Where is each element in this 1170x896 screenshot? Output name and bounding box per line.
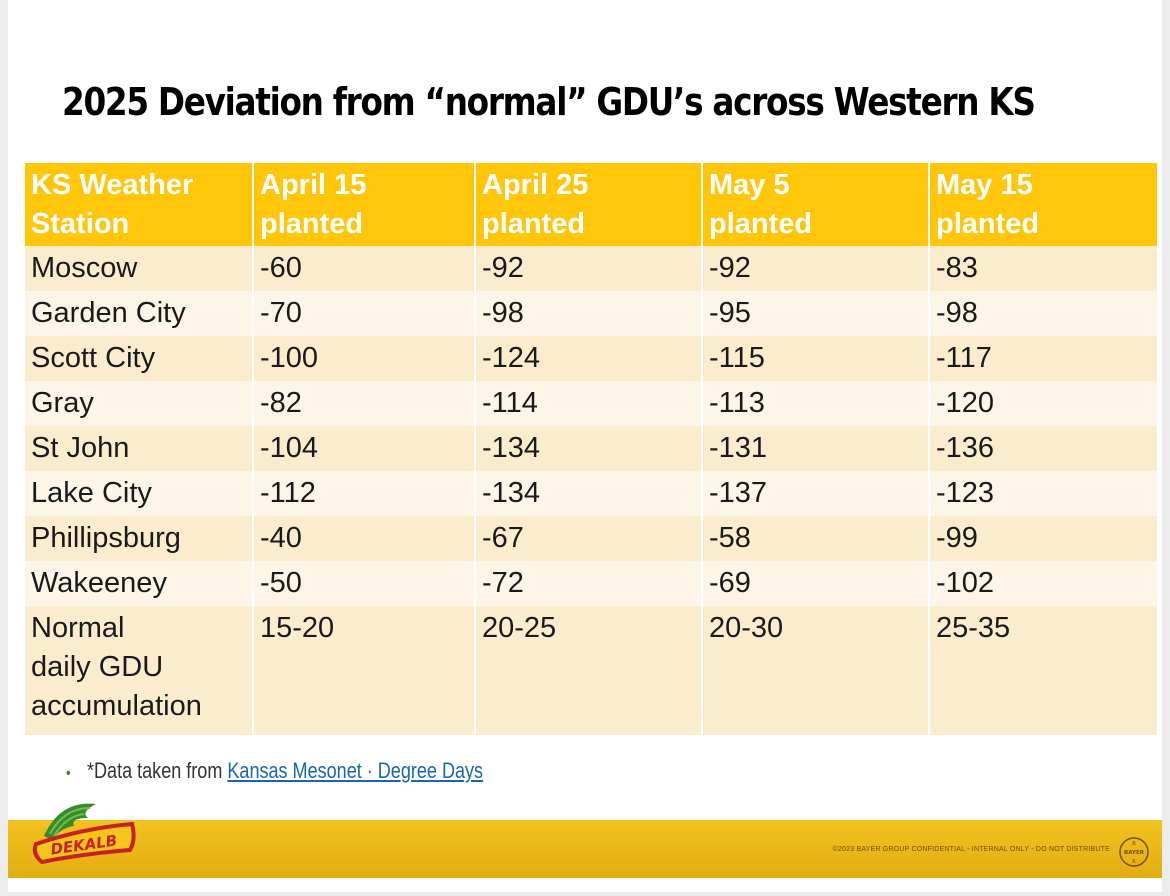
table-cell: -98 — [476, 291, 701, 336]
table-header-row: KS Weather Station April 15 planted April … — [25, 163, 1157, 246]
table-cell: -131 — [703, 426, 928, 471]
header-may-15: May 15 planted — [930, 163, 1157, 246]
header-may-5: May 5 planted — [703, 163, 928, 246]
confidential-notice: ©2023 BAYER GROUP CONFIDENTIAL - INTERNA… — [832, 846, 1110, 853]
bayer-logo-bottom: R — [1132, 859, 1136, 865]
source-note: • *Data taken from Kansas Mesonet · Degre… — [66, 758, 483, 784]
table-cell: -113 — [703, 381, 928, 426]
table-cell: -67 — [476, 516, 701, 561]
station-name: Gray — [25, 381, 252, 426]
table-cell: 20-30 — [703, 606, 928, 735]
table-row: Gray -82 -114 -113 -120 — [25, 381, 1157, 426]
table-cell: -40 — [254, 516, 474, 561]
table-cell: -98 — [930, 291, 1157, 336]
table-cell: 20-25 — [476, 606, 701, 735]
dekalb-logo: DEKALB — [30, 796, 142, 873]
table-cell: -82 — [254, 381, 474, 426]
table-cell: -102 — [930, 561, 1157, 606]
table-cell: -137 — [703, 471, 928, 516]
source-note-text: *Data taken from — [86, 758, 228, 783]
station-name: Lake City — [25, 471, 252, 516]
station-name: Moscow — [25, 246, 252, 291]
table-cell: 15-20 — [254, 606, 474, 735]
table-cell: -60 — [254, 246, 474, 291]
table-cell: -112 — [254, 471, 474, 516]
table-row: St John -104 -134 -131 -136 — [25, 426, 1157, 471]
table-cell: -104 — [254, 426, 474, 471]
table-cell: -92 — [703, 246, 928, 291]
normal-gdu-row: Normal daily GDU accumulation 15-20 20-25 … — [25, 606, 1157, 735]
station-name: Wakeeney — [25, 561, 252, 606]
table-cell: -83 — [930, 246, 1157, 291]
table-cell: -70 — [254, 291, 474, 336]
table-cell: -92 — [476, 246, 701, 291]
table-cell: -100 — [254, 336, 474, 381]
dekalb-winged-ear-logo-icon: DEKALB — [32, 803, 136, 865]
table-cell: -134 — [476, 426, 701, 471]
gdu-deviation-table: KS Weather Station April 15 planted April … — [23, 163, 1159, 735]
table-cell: -114 — [476, 381, 701, 426]
table-cell: 25-35 — [930, 606, 1157, 735]
table-cell: -69 — [703, 561, 928, 606]
table-row: Wakeeney -50 -72 -69 -102 — [25, 561, 1157, 606]
header-station: KS Weather Station — [25, 163, 252, 246]
header-april-15: April 15 planted — [254, 163, 474, 246]
table-cell: -72 — [476, 561, 701, 606]
table-cell: -136 — [930, 426, 1157, 471]
table-cell: -99 — [930, 516, 1157, 561]
table-cell: -115 — [703, 336, 928, 381]
table-row: Lake City -112 -134 -137 -123 — [25, 471, 1157, 516]
bayer-logo-top: B — [1132, 841, 1136, 847]
header-april-25: April 25 planted — [476, 163, 701, 246]
bayer-cross-logo-icon: B BAYER R — [1119, 837, 1149, 867]
slide-title: 2025 Deviation from “normal” GDU’s acros… — [62, 80, 1036, 124]
table-cell: -58 — [703, 516, 928, 561]
table-cell: -123 — [930, 471, 1157, 516]
bayer-logo-mid: BAYER — [1124, 850, 1145, 856]
table-cell: -134 — [476, 471, 701, 516]
bullet-icon: • — [66, 765, 71, 782]
station-name: St John — [25, 426, 252, 471]
kansas-mesonet-link[interactable]: Kansas Mesonet · Degree Days — [227, 758, 484, 783]
table-cell: -50 — [254, 561, 474, 606]
table-cell: -124 — [476, 336, 701, 381]
table-row: Moscow -60 -92 -92 -83 — [25, 246, 1157, 291]
table-cell: -120 — [930, 381, 1157, 426]
table-row: Garden City -70 -98 -95 -98 — [25, 291, 1157, 336]
footer-band — [8, 820, 1162, 878]
table-cell: -95 — [703, 291, 928, 336]
normal-gdu-label: Normal daily GDU accumulation — [25, 606, 252, 735]
bayer-logo: B BAYER R — [1118, 834, 1150, 875]
station-name: Garden City — [25, 291, 252, 336]
slide: 2025 Deviation from “normal” GDU’s acros… — [8, 0, 1162, 892]
station-name: Scott City — [25, 336, 252, 381]
table-row: Phillipsburg -40 -67 -58 -99 — [25, 516, 1157, 561]
table-cell: -117 — [930, 336, 1157, 381]
table-row: Scott City -100 -124 -115 -117 — [25, 336, 1157, 381]
station-name: Phillipsburg — [25, 516, 252, 561]
